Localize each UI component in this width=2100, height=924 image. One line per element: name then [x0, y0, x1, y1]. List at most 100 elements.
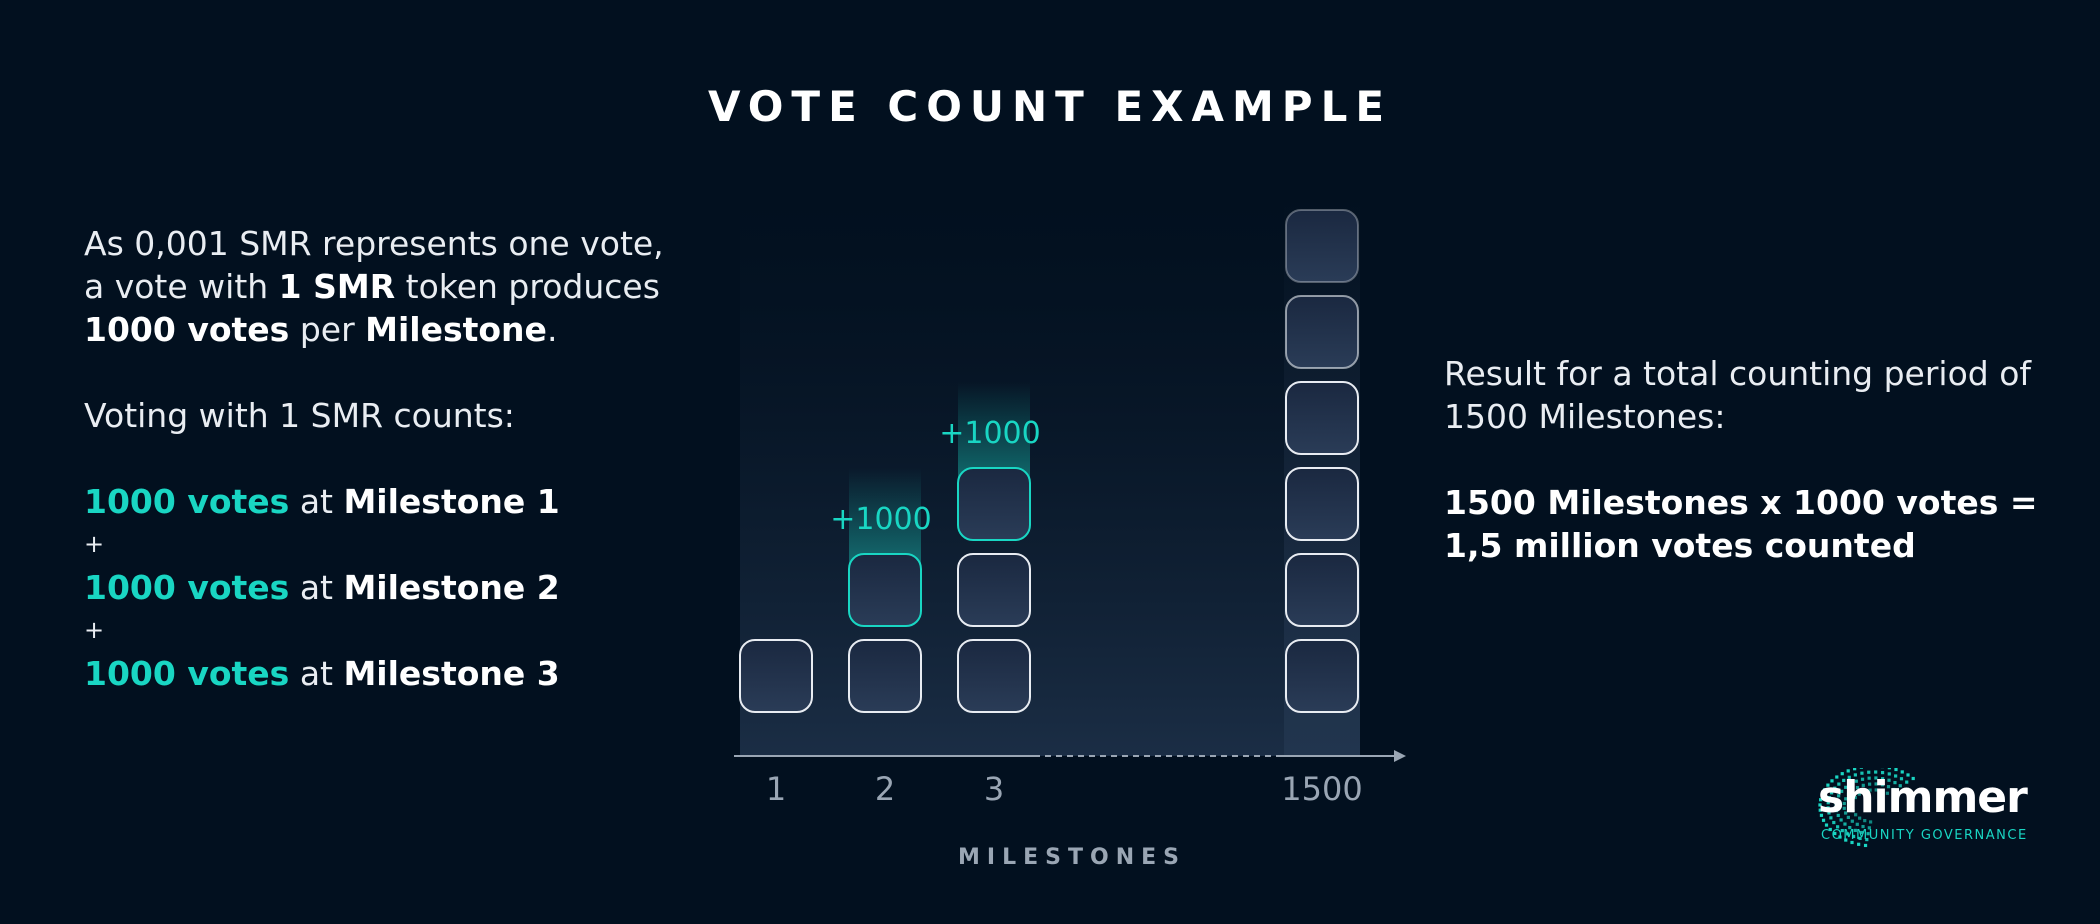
- logo-dot: [1892, 787, 1896, 792]
- logo-dot: [1834, 803, 1838, 808]
- logo-dot: [1818, 803, 1822, 807]
- logo-dot: [1850, 819, 1854, 823]
- vote-block: [848, 553, 922, 627]
- logo-dot: [1898, 784, 1902, 788]
- logo-dot: [1833, 831, 1837, 836]
- vote-block: [1285, 209, 1359, 283]
- logo-dot: [1859, 830, 1864, 835]
- logo-dot: [1880, 783, 1885, 787]
- logo-dot: [1819, 813, 1824, 817]
- logo-dot: [1848, 825, 1852, 830]
- logo-dot: [1846, 792, 1851, 797]
- logo-dot: [1865, 837, 1869, 842]
- logo-dot: [1880, 770, 1885, 775]
- logo-dot: [1880, 789, 1884, 793]
- logo-dot: [1874, 788, 1878, 792]
- logo-dot: [1844, 797, 1848, 801]
- logo-dot: [1853, 768, 1857, 771]
- logo-dot: [1827, 796, 1832, 800]
- logo-dot: [1861, 783, 1865, 787]
- vote-block: [957, 553, 1031, 627]
- logo-dot: [1858, 816, 1862, 820]
- diagram-columns: 1 +1000 2 +1000 3 1500: [739, 209, 1363, 808]
- logo-dot: [1844, 785, 1848, 789]
- diagram-background: [740, 200, 1360, 756]
- logo-dot: [1846, 832, 1850, 836]
- logo-dot: [1837, 782, 1841, 786]
- plus-sign: +: [84, 530, 105, 558]
- logo-dot: [1900, 770, 1904, 774]
- logo-dot: [1874, 776, 1878, 780]
- logo-dot: [1860, 777, 1865, 781]
- logo-dot: [1852, 834, 1856, 839]
- logo-dot: [1836, 813, 1840, 818]
- vote-block: [1285, 295, 1359, 369]
- logo-dot: [1847, 775, 1851, 779]
- logo-dot: [1855, 822, 1859, 826]
- logo-dot: [1838, 835, 1842, 839]
- increment-label: +1000: [830, 502, 931, 537]
- logo-dot: [1887, 768, 1891, 770]
- logo-dot: [1851, 809, 1855, 813]
- logo-dot: [1860, 771, 1864, 775]
- logo-dot: [1840, 772, 1844, 776]
- logo-dot: [1842, 806, 1846, 810]
- logo-subtitle: COMMUNITY GOVERNANCE: [1821, 828, 2028, 843]
- axis-arrow-icon: [1394, 750, 1406, 762]
- logo-dot: [1826, 806, 1830, 810]
- logo-dot: [1844, 811, 1848, 815]
- vote-block: [957, 639, 1031, 713]
- logo-dot: [1821, 818, 1826, 822]
- logo-dot: [1824, 823, 1829, 827]
- vote-block: [1285, 639, 1359, 713]
- logo-dot: [1885, 791, 1890, 795]
- logo-dot: [1863, 819, 1867, 823]
- logo-dot: [1842, 778, 1846, 783]
- logo-dot: [1843, 822, 1847, 826]
- logo-dot: [1840, 789, 1844, 793]
- logo-dot: [1851, 800, 1855, 804]
- logo-dot: [1880, 777, 1885, 781]
- logo-dot: [1829, 816, 1833, 820]
- logo-dot: [1886, 785, 1891, 789]
- logo-dot: [1834, 808, 1839, 813]
- vote-block: [848, 639, 922, 713]
- logo-dot: [1853, 795, 1857, 800]
- logo-dot: [1846, 815, 1850, 819]
- logo-dot: [1868, 788, 1872, 792]
- logo-dot: [1830, 779, 1834, 783]
- logo-dot: [1820, 793, 1824, 797]
- logo-dot: [1859, 768, 1863, 769]
- logo-dot: [1839, 818, 1843, 822]
- result-line-1: Result for a total counting period of: [1444, 354, 2032, 393]
- logo-dot: [1826, 801, 1830, 805]
- logo-dot: [1874, 770, 1878, 774]
- logo-dot: [1853, 773, 1857, 777]
- explanation-line-3: 1000 votes per Milestone.: [84, 310, 558, 349]
- vote-block: [739, 639, 813, 713]
- logo-dot: [1894, 774, 1898, 778]
- logo-dot: [1906, 773, 1910, 777]
- page-title: VOTE COUNT EXAMPLE: [707, 82, 1393, 131]
- milestone-tick-label: 2: [875, 770, 895, 808]
- count-row-3: 1000 votes at Milestone 3: [84, 654, 560, 693]
- result-formula: 1500 Milestones x 1000 votes =: [1444, 483, 2038, 522]
- logo-dot: [1861, 824, 1865, 829]
- result-text: Result for a total counting period of 15…: [1444, 352, 2044, 567]
- logo-dot: [1835, 775, 1839, 779]
- logo-dot: [1836, 825, 1840, 829]
- vote-block: [1285, 553, 1359, 627]
- milestone-tick-label: 1: [766, 770, 786, 808]
- vote-block: [957, 467, 1031, 541]
- logo-dot: [1854, 813, 1858, 817]
- axis-label: MILESTONES: [958, 845, 1186, 870]
- counts-intro: Voting with 1 SMR counts:: [84, 396, 515, 435]
- logo-dot: [1894, 768, 1898, 772]
- count-row-2: 1000 votes at Milestone 2: [84, 568, 560, 607]
- milestone-tick-label: 3: [984, 770, 1004, 808]
- logo-dot: [1850, 789, 1855, 793]
- vote-block: [1285, 381, 1359, 455]
- logo-dot: [1893, 781, 1897, 785]
- logo-dot: [1854, 779, 1858, 783]
